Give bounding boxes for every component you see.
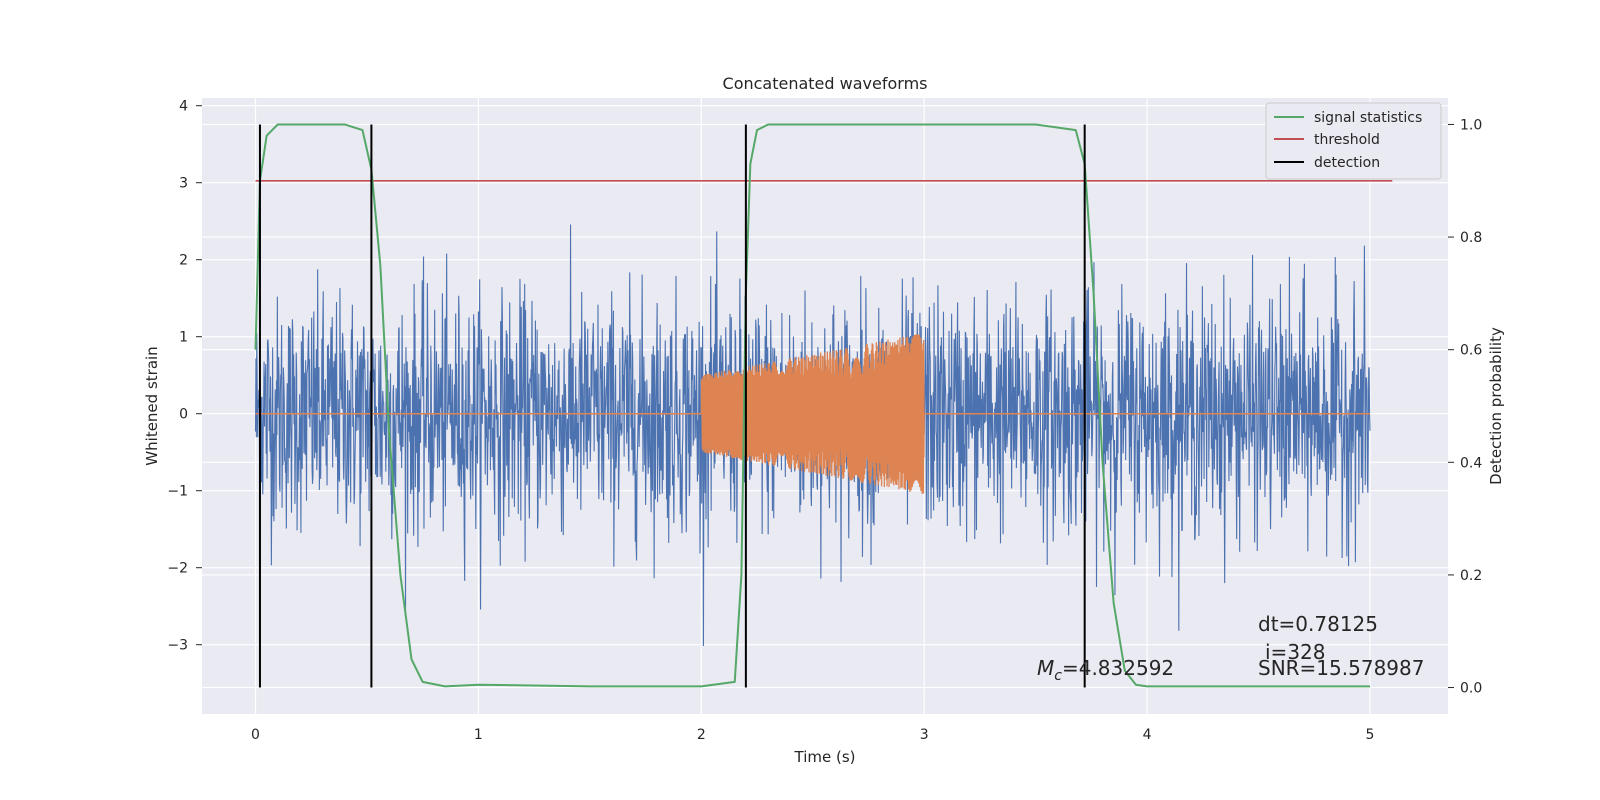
x-tick-label: 1 xyxy=(474,727,483,743)
legend-label-threshold: threshold xyxy=(1314,132,1380,148)
y-tick-label: −1 xyxy=(167,484,188,500)
svg-text:Mc=4.832592: Mc=4.832592 xyxy=(1037,656,1174,684)
chart-title: Concatenated waveforms xyxy=(723,74,928,93)
annotation-snr: SNR=15.578987 xyxy=(1258,656,1424,680)
injected-chirp xyxy=(700,334,925,494)
annotation-i: i=328 xyxy=(1265,640,1326,664)
y-tick-label: −2 xyxy=(167,561,188,577)
legend: signal statistics threshold detection xyxy=(1265,102,1442,180)
y2-tick-label: 0.8 xyxy=(1460,230,1482,246)
y2-tick-label: 0.4 xyxy=(1460,455,1482,471)
x-tick-label: 0 xyxy=(251,727,260,743)
legend-label-detection: detection xyxy=(1314,155,1380,171)
x-tick-label: 2 xyxy=(697,727,706,743)
legend-label-signal-statistics: signal statistics xyxy=(1314,110,1422,126)
x-axis-ticks: 0 1 2 3 4 5 xyxy=(251,727,1374,743)
injected-waveform-series xyxy=(255,334,1370,494)
y2-axis-ticks: 0.0 0.2 0.4 0.6 0.8 1.0 xyxy=(1448,117,1482,697)
y2-tick-label: 1.0 xyxy=(1460,117,1482,133)
y2-tick-label: 0.6 xyxy=(1460,343,1482,359)
annotation-mc: Mc=4.832592 xyxy=(1037,656,1174,684)
annotation-dt: dt=0.78125 xyxy=(1258,612,1378,636)
y2-tick-label: 0.2 xyxy=(1460,568,1482,584)
x-axis-label: Time (s) xyxy=(794,748,856,766)
y-axis-label: Whitened strain xyxy=(143,346,161,465)
y-axis-ticks: −3 −2 −1 0 1 2 3 4 xyxy=(167,99,202,654)
x-tick-label: 4 xyxy=(1143,727,1152,743)
signal-statistics-line xyxy=(254,123,1370,688)
legend-box xyxy=(1265,102,1442,180)
x-tick-label: 5 xyxy=(1366,727,1375,743)
y2-tick-label: 0.0 xyxy=(1460,681,1482,697)
y-tick-label: 2 xyxy=(179,253,188,269)
y-tick-label: 0 xyxy=(179,407,188,423)
y-tick-label: 1 xyxy=(179,330,188,346)
y-tick-label: 4 xyxy=(179,99,188,115)
detection-series xyxy=(258,124,1086,688)
y2-axis-label: Detection probability xyxy=(1487,327,1505,485)
signal-statistics-series xyxy=(254,123,1370,688)
x-tick-label: 3 xyxy=(920,727,929,743)
y-tick-label: 3 xyxy=(179,176,188,192)
y-tick-label: −3 xyxy=(167,638,188,654)
